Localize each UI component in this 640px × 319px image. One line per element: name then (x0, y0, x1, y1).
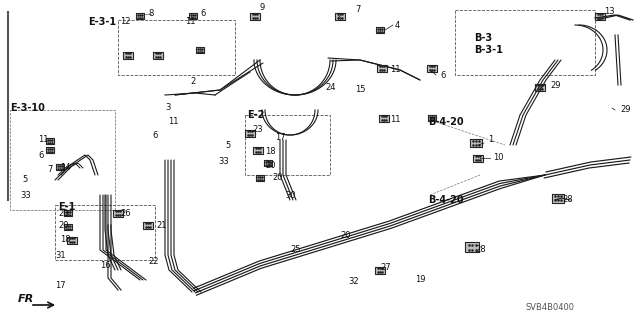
Polygon shape (427, 64, 437, 71)
Polygon shape (377, 64, 387, 71)
Text: 6: 6 (152, 130, 157, 139)
Text: E-2: E-2 (247, 110, 264, 120)
Polygon shape (143, 221, 153, 228)
Text: 11: 11 (168, 117, 179, 127)
Polygon shape (376, 27, 384, 33)
Polygon shape (535, 84, 545, 91)
Text: 8: 8 (148, 10, 154, 19)
Polygon shape (465, 242, 479, 252)
Polygon shape (153, 51, 163, 58)
Text: 28: 28 (562, 196, 573, 204)
Text: 7: 7 (355, 5, 360, 14)
Polygon shape (264, 160, 272, 166)
Text: B-3-1: B-3-1 (474, 45, 503, 55)
Text: E-3-1: E-3-1 (88, 17, 116, 27)
Polygon shape (552, 194, 564, 203)
Text: 16: 16 (100, 261, 111, 270)
Text: 2: 2 (190, 78, 195, 86)
Text: 3: 3 (165, 103, 170, 113)
Polygon shape (189, 13, 197, 19)
Bar (455, 10, 595, 75)
Text: 23: 23 (252, 125, 262, 135)
Polygon shape (123, 51, 133, 58)
Polygon shape (136, 13, 144, 19)
Bar (55, 205, 155, 260)
Text: 29: 29 (550, 80, 561, 90)
Text: 28: 28 (475, 246, 486, 255)
Text: 12: 12 (120, 18, 131, 26)
Text: SVB4B0400: SVB4B0400 (525, 303, 574, 313)
Text: 13: 13 (604, 8, 614, 17)
Text: 14: 14 (60, 164, 70, 173)
Text: 26: 26 (120, 209, 131, 218)
Text: B-4-20: B-4-20 (428, 117, 463, 127)
Polygon shape (428, 115, 436, 121)
Text: 1: 1 (488, 136, 493, 145)
Polygon shape (379, 115, 389, 122)
Text: 15: 15 (355, 85, 365, 94)
Polygon shape (256, 175, 264, 181)
Text: 29: 29 (620, 106, 630, 115)
Polygon shape (46, 138, 54, 144)
Polygon shape (64, 224, 72, 230)
Polygon shape (375, 266, 385, 273)
Text: —: — (145, 11, 152, 17)
Text: 33: 33 (218, 158, 228, 167)
Polygon shape (473, 154, 483, 161)
Text: 32: 32 (348, 278, 358, 286)
Text: 9: 9 (260, 4, 265, 12)
Text: 18: 18 (60, 235, 70, 244)
Text: 31: 31 (55, 250, 66, 259)
Polygon shape (335, 12, 345, 19)
Text: 27: 27 (380, 263, 390, 272)
Text: 17: 17 (55, 280, 66, 290)
Text: E-3-10: E-3-10 (10, 103, 45, 113)
Text: E-1: E-1 (58, 202, 76, 212)
Polygon shape (67, 236, 77, 243)
Text: 11: 11 (38, 136, 49, 145)
Text: 21: 21 (156, 220, 166, 229)
Polygon shape (196, 47, 204, 53)
Polygon shape (64, 210, 72, 216)
Polygon shape (245, 130, 255, 137)
Text: 6: 6 (38, 151, 44, 160)
Text: 20: 20 (58, 221, 68, 231)
Text: 11: 11 (185, 18, 195, 26)
Text: B-3: B-3 (474, 33, 492, 43)
Text: 10: 10 (493, 153, 504, 162)
Text: 20: 20 (340, 231, 351, 240)
Bar (10, 110, 115, 210)
Text: 25: 25 (290, 246, 301, 255)
Text: 11: 11 (390, 115, 401, 124)
Text: 17: 17 (275, 133, 285, 143)
Text: 20: 20 (265, 160, 275, 169)
Text: FR: FR (18, 294, 35, 304)
Text: 20: 20 (58, 209, 68, 218)
Text: 20: 20 (272, 174, 282, 182)
Text: 6: 6 (200, 10, 205, 19)
Polygon shape (46, 147, 54, 153)
Text: 19: 19 (415, 276, 426, 285)
Text: 11: 11 (390, 65, 401, 75)
Polygon shape (250, 12, 260, 19)
Polygon shape (253, 146, 263, 153)
Text: 33: 33 (20, 190, 31, 199)
Text: 18: 18 (265, 147, 276, 157)
Text: 5: 5 (225, 140, 230, 150)
Polygon shape (113, 210, 123, 217)
Text: 22: 22 (148, 257, 159, 266)
Bar (118, 20, 235, 75)
Text: 5: 5 (22, 175, 28, 184)
Polygon shape (470, 139, 482, 147)
Polygon shape (56, 164, 64, 170)
Text: 6: 6 (440, 70, 445, 79)
Text: 7: 7 (47, 166, 52, 174)
Text: 24: 24 (325, 84, 335, 93)
Bar (245, 115, 330, 175)
Text: 4: 4 (395, 20, 400, 29)
Text: B-4-20: B-4-20 (428, 195, 463, 205)
Text: 30: 30 (285, 190, 296, 199)
Polygon shape (595, 12, 605, 19)
